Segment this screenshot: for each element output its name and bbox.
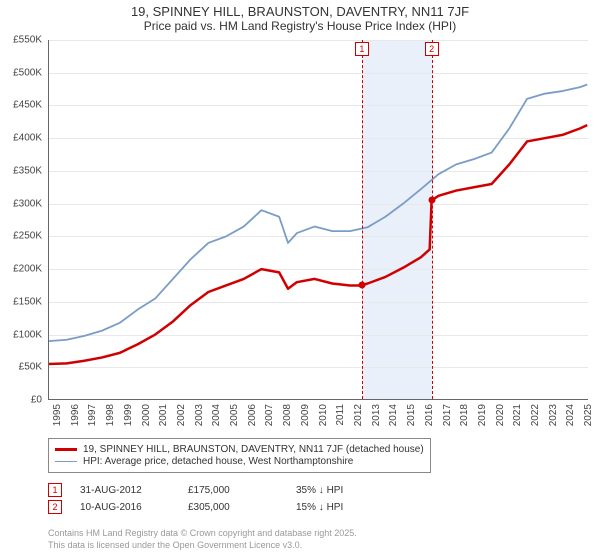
event-badge: 2 (48, 500, 62, 514)
x-tick-label: 2007 (264, 404, 275, 426)
event-price: £175,000 (188, 485, 278, 496)
x-tick-label: 2015 (406, 404, 417, 426)
y-tick-label: £500K (0, 67, 42, 78)
x-tick-label: 2019 (477, 404, 488, 426)
event-marker-line (432, 40, 433, 399)
footer-line1: Contains HM Land Registry data © Crown c… (48, 528, 357, 540)
event-badge: 1 (48, 483, 62, 497)
legend: 19, SPINNEY HILL, BRAUNSTON, DAVENTRY, N… (48, 438, 431, 473)
plot-area: £0£50K£100K£150K£200K£250K£300K£350K£400… (48, 40, 588, 400)
series-line (49, 85, 587, 342)
sale-point (358, 282, 365, 289)
x-tick-label: 2006 (247, 404, 258, 426)
x-tick-label: 1999 (123, 404, 134, 426)
y-tick-label: £150K (0, 296, 42, 307)
chart-container: 19, SPINNEY HILL, BRAUNSTON, DAVENTRY, N… (0, 0, 600, 560)
event-row: 2 10-AUG-2016 £305,000 15% ↓ HPI (48, 500, 386, 514)
x-tick-label: 2012 (353, 404, 364, 426)
x-tick-label: 1996 (70, 404, 81, 426)
y-tick-label: £300K (0, 198, 42, 209)
series-line (49, 125, 587, 364)
legend-item: 19, SPINNEY HILL, BRAUNSTON, DAVENTRY, N… (55, 444, 424, 455)
legend-swatch (55, 461, 77, 463)
x-tick-label: 2003 (194, 404, 205, 426)
footer-attribution: Contains HM Land Registry data © Crown c… (48, 528, 357, 551)
x-tick-label: 2011 (335, 404, 346, 426)
x-tick-label: 2010 (318, 404, 329, 426)
x-tick-label: 2016 (424, 404, 435, 426)
event-row: 1 31-AUG-2012 £175,000 35% ↓ HPI (48, 483, 386, 497)
sale-point (428, 197, 435, 204)
x-tick-label: 2025 (583, 404, 594, 426)
x-tick-label: 2023 (548, 404, 559, 426)
y-tick-label: £50K (0, 362, 42, 373)
x-tick-label: 2000 (141, 404, 152, 426)
legend-swatch (55, 448, 77, 451)
x-tick-label: 2005 (229, 404, 240, 426)
legend-label: HPI: Average price, detached house, West… (83, 456, 353, 467)
x-tick-label: 2002 (176, 404, 187, 426)
x-tick-label: 2017 (442, 404, 453, 426)
event-marker-badge: 2 (425, 42, 439, 56)
y-tick-label: £250K (0, 231, 42, 242)
event-price: £305,000 (188, 502, 278, 513)
title-line1: 19, SPINNEY HILL, BRAUNSTON, DAVENTRY, N… (0, 4, 600, 19)
title-line2: Price paid vs. HM Land Registry's House … (0, 19, 600, 33)
y-tick-label: £100K (0, 329, 42, 340)
y-tick-label: £200K (0, 264, 42, 275)
x-tick-label: 2001 (158, 404, 169, 426)
x-tick-label: 2004 (211, 404, 222, 426)
x-tick-label: 1998 (105, 404, 116, 426)
x-tick-label: 2009 (300, 404, 311, 426)
x-tick-label: 2014 (388, 404, 399, 426)
event-delta: 15% ↓ HPI (296, 502, 386, 513)
y-tick-label: £450K (0, 100, 42, 111)
y-tick-label: £550K (0, 35, 42, 46)
x-tick-label: 2008 (282, 404, 293, 426)
event-marker-line (362, 40, 363, 399)
x-tick-label: 2018 (459, 404, 470, 426)
event-date: 10-AUG-2016 (80, 502, 170, 513)
event-date: 31-AUG-2012 (80, 485, 170, 496)
x-tick-label: 2013 (371, 404, 382, 426)
legend-label: 19, SPINNEY HILL, BRAUNSTON, DAVENTRY, N… (83, 444, 424, 455)
legend-item: HPI: Average price, detached house, West… (55, 456, 424, 467)
y-tick-label: £350K (0, 165, 42, 176)
plot-canvas: £0£50K£100K£150K£200K£250K£300K£350K£400… (48, 40, 588, 400)
x-tick-label: 2021 (512, 404, 523, 426)
y-tick-label: £0 (0, 395, 42, 406)
y-tick-label: £400K (0, 133, 42, 144)
event-delta: 35% ↓ HPI (296, 485, 386, 496)
footer-line2: This data is licensed under the Open Gov… (48, 540, 357, 552)
x-tick-label: 1995 (52, 404, 63, 426)
event-marker-badge: 1 (355, 42, 369, 56)
x-tick-label: 2022 (530, 404, 541, 426)
x-tick-label: 2020 (495, 404, 506, 426)
events-table: 1 31-AUG-2012 £175,000 35% ↓ HPI 2 10-AUG-201… (48, 480, 386, 517)
x-tick-label: 1997 (87, 404, 98, 426)
chart-title: 19, SPINNEY HILL, BRAUNSTON, DAVENTRY, N… (0, 0, 600, 35)
x-tick-label: 2024 (565, 404, 576, 426)
series-svg (49, 40, 589, 400)
